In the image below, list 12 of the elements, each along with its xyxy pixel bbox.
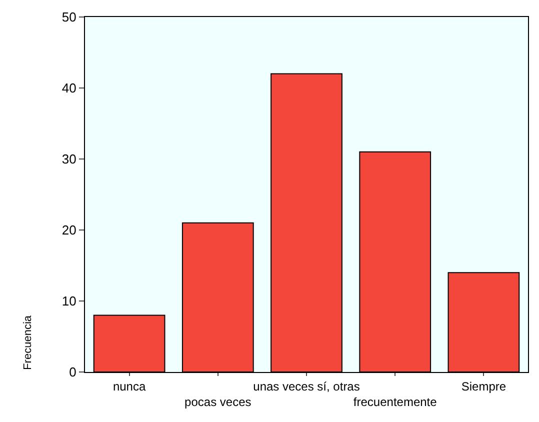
y-tick-label: 10 [62,294,76,309]
x-tick-label: unas veces sí, otras [253,379,360,394]
y-tick-label: 50 [62,10,76,25]
y-tick-label: 20 [62,222,76,238]
y-axis-title: Frecuencia [22,314,34,370]
y-tick-label: 30 [62,152,76,167]
x-tick-label: nunca [112,379,146,394]
y-tick-label: 0 [69,364,76,380]
y-tick-label: 40 [62,80,76,96]
x-tick-label: frecuentemente [353,395,438,409]
x-tick-label: Siempre [461,379,506,394]
x-tick-label: pocas veces [184,395,252,409]
